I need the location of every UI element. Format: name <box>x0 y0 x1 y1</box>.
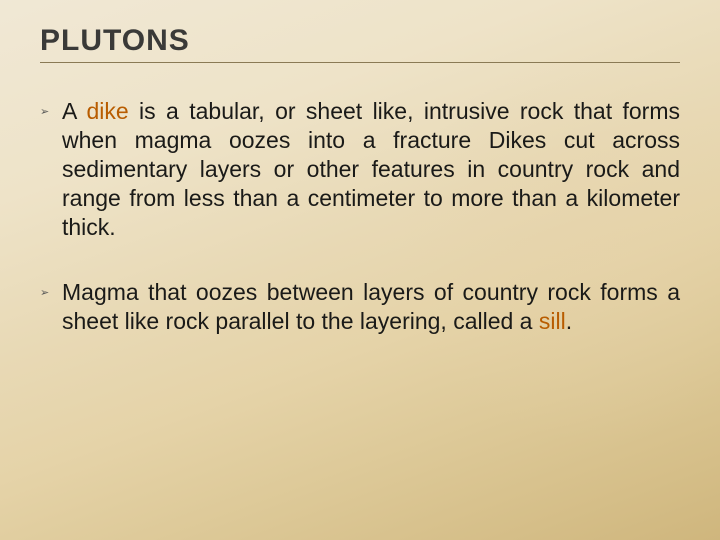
slide: PLUTONS ➢ A dike is a tabular, or sheet … <box>0 0 720 540</box>
keyword: dike <box>86 98 128 124</box>
chevron-right-icon: ➢ <box>40 97 62 242</box>
bullet-list: ➢ A dike is a tabular, or sheet like, in… <box>40 97 680 336</box>
list-item: ➢ A dike is a tabular, or sheet like, in… <box>40 97 680 242</box>
bullet-text: A dike is a tabular, or sheet like, intr… <box>62 97 680 242</box>
title-underline: PLUTONS <box>40 24 680 63</box>
chevron-right-icon: ➢ <box>40 278 62 336</box>
page-title: PLUTONS <box>40 24 680 58</box>
keyword: sill <box>539 308 566 334</box>
bullet-text: Magma that oozes between layers of count… <box>62 278 680 336</box>
list-item: ➢ Magma that oozes between layers of cou… <box>40 278 680 336</box>
